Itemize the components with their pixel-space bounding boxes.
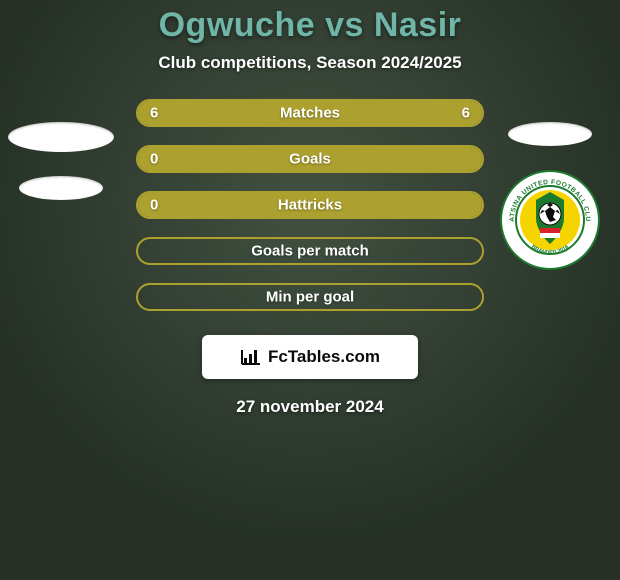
stat-row: Goals per match: [136, 237, 484, 265]
right-team-crest: KATSINA UNITED FOOTBALL CLUB BRANDED 201…: [500, 170, 600, 270]
left-team-crest-placeholder: [19, 176, 103, 200]
right-team-badges: KATSINA UNITED FOOTBALL CLUB BRANDED 201…: [500, 122, 600, 270]
left-team-badges: [8, 122, 114, 200]
stat-row: Goals 0: [136, 145, 484, 173]
stat-value-right: 6: [462, 105, 470, 122]
stat-value-left: 0: [150, 151, 158, 168]
page-title: Ogwuche vs Nasir: [0, 6, 620, 45]
stat-label: Matches: [280, 105, 340, 122]
stat-row: Hattricks 0: [136, 191, 484, 219]
bar-chart-icon: [240, 348, 262, 366]
stat-label: Goals per match: [251, 243, 369, 260]
brand-text: FcTables.com: [268, 347, 380, 367]
stat-label: Hattricks: [278, 197, 342, 214]
stat-label: Min per goal: [266, 289, 354, 306]
page-subtitle: Club competitions, Season 2024/2025: [0, 53, 620, 73]
brand-box: FcTables.com: [202, 335, 418, 379]
footer-date: 27 november 2024: [0, 397, 620, 417]
stat-rows: Matches 6 6 Goals 0 Hattricks 0 Goals per match…: [136, 99, 484, 311]
stat-row: Min per goal: [136, 283, 484, 311]
left-team-crest-placeholder: [8, 122, 114, 152]
stat-label: Goals: [289, 151, 331, 168]
stat-value-left: 0: [150, 197, 158, 214]
stat-value-left: 6: [150, 105, 158, 122]
stat-row: Matches 6 6: [136, 99, 484, 127]
right-team-crest-placeholder: [508, 122, 592, 146]
